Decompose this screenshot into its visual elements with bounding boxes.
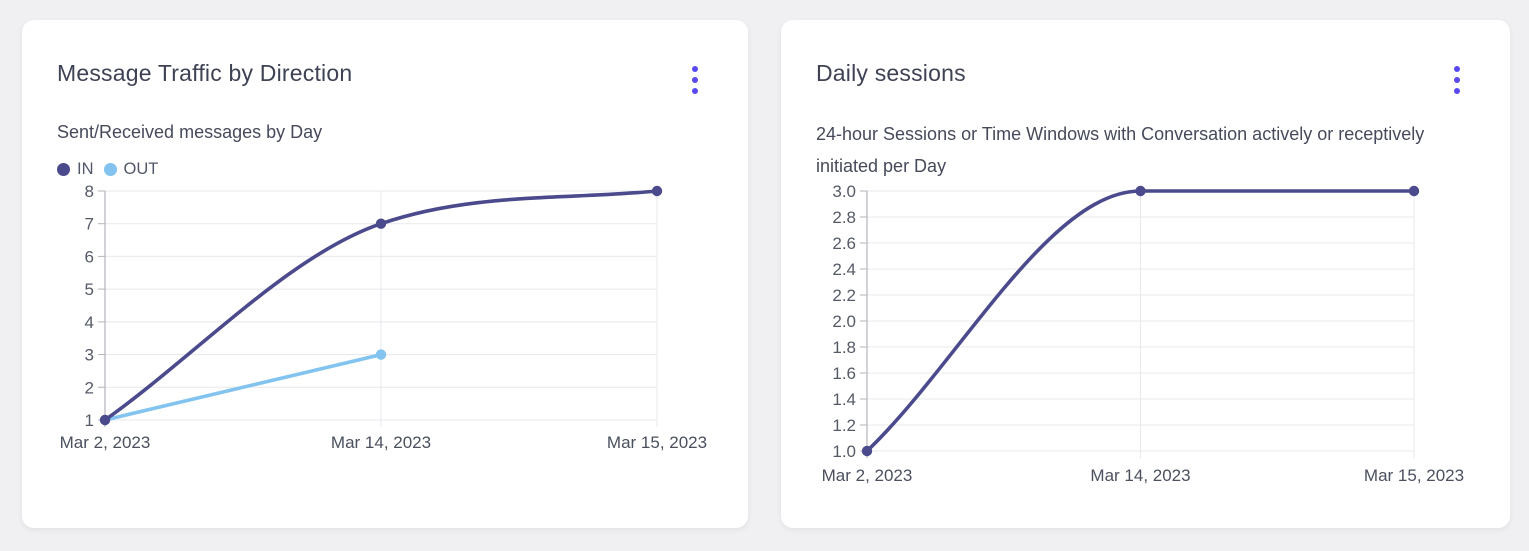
y-tick-label: 1 [85,411,94,430]
daily-sessions-line-chart: 1.0 1.2 1.4 1.6 1.8 2.0 2.2 2.4 2.6 2.8 3.0 Mar 2, … [822,185,1464,485]
y-tick-label: 2.0 [832,312,856,331]
y-tick-label: 3.0 [832,185,856,201]
y-tick-label: 2.2 [832,286,856,305]
y-tick-label: 2 [85,378,94,397]
series-line-out [103,352,383,422]
chart-legend: IN OUT [57,159,158,179]
card-menu-button[interactable] [682,60,708,100]
y-tick-label: 3 [85,346,94,365]
card-title-message-traffic: Message Traffic by Direction [57,60,353,86]
y-tick-label: 4 [85,313,94,332]
x-axis-label: Mar 14, 2023 [1090,466,1190,485]
x-axis-label: Mar 15, 2023 [1364,466,1464,485]
y-tick-label: 6 [85,247,94,266]
legend-label-in: IN [77,159,94,178]
kebab-menu-icon [1454,66,1460,94]
card-subtitle-daily-sessions: 24-hour Sessions or Time Windows with Co… [816,124,1425,176]
data-point-in [651,185,663,197]
x-axis-label: Mar 15, 2023 [607,433,707,452]
card-title-daily-sessions: Daily sessions [816,60,966,86]
y-tick-label: 7 [85,215,94,234]
message-traffic-line-chart: 1 2 3 4 5 6 7 8 Mar 2, 2023 Mar 14, 2023 Mar 15, 2… [60,185,707,452]
data-point-daily-sessions [861,445,873,457]
data-point-in [99,414,111,426]
legend-dot-in [57,162,70,176]
y-tick-label: 2.6 [832,234,856,253]
legend-item-in[interactable]: IN [57,160,94,179]
card-subtitle-message-traffic: Sent/Received messages by Day [57,122,323,142]
data-point-daily-sessions [1408,185,1420,197]
series-line-daily-sessions [865,189,1416,453]
y-tick-label: 1.2 [832,416,856,435]
data-point-daily-sessions [1135,185,1146,197]
data-point-in [375,218,387,229]
y-tick-label: 1.6 [832,364,856,383]
legend-item-out[interactable]: OUT [103,159,159,179]
legend-dot-out [103,162,117,176]
y-tick-label: 5 [85,280,94,299]
x-axis-label: Mar 2, 2023 [822,466,913,485]
data-point-out [375,349,387,360]
y-tick-label: 8 [85,185,94,201]
kebab-menu-icon [692,66,698,94]
legend-label-out: OUT [123,159,159,178]
card-menu-button[interactable] [1444,60,1470,100]
y-tick-label: 1.8 [832,338,856,357]
y-tick-label: 2.8 [832,208,856,227]
x-axis-label: Mar 2, 2023 [60,433,151,452]
y-tick-label: 2.4 [832,260,856,279]
card-message-traffic: Message Traffic by Direction Sent/Receiv… [22,20,748,528]
x-axis-label: Mar 14, 2023 [331,433,431,452]
y-tick-label: 1.0 [832,442,856,461]
y-tick-label: 1.4 [832,390,856,409]
card-daily-sessions: Daily sessions 24-hour Sessions or Time … [781,20,1510,528]
